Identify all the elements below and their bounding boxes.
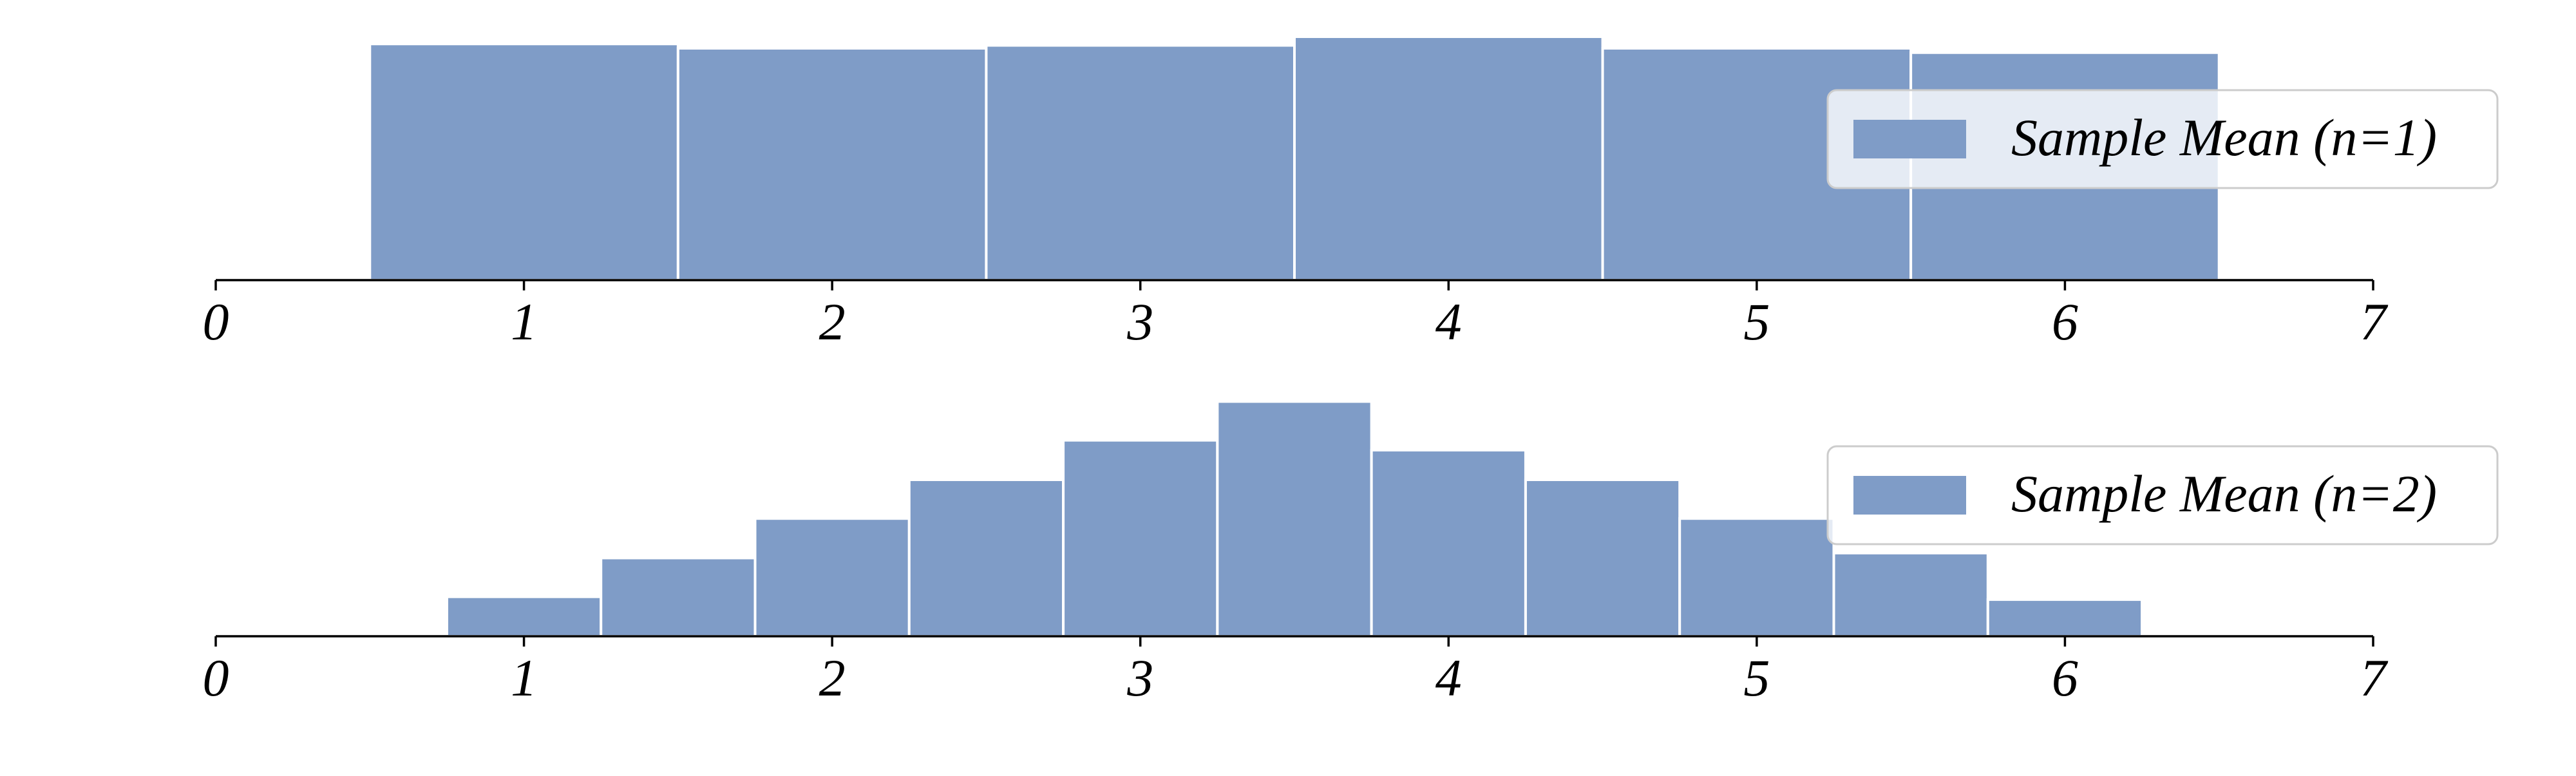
x-tick-label: 5 xyxy=(1743,648,1770,707)
histogram-bar xyxy=(445,595,603,638)
x-tick-label: 3 xyxy=(1126,648,1153,707)
histogram-bar xyxy=(1832,551,1989,638)
histogram-bar xyxy=(600,556,757,638)
legend-label: Sample Mean (n=1) xyxy=(2011,108,2437,167)
legend-box xyxy=(1826,445,2499,545)
histogram-bar xyxy=(1986,598,2144,638)
histogram-bar xyxy=(1216,400,1373,638)
histogram-bar xyxy=(1370,449,1527,638)
x-tick-label: 2 xyxy=(819,648,846,707)
legend-box xyxy=(1826,89,2499,189)
histogram-bar xyxy=(753,517,911,638)
histogram-bar xyxy=(1293,35,1604,281)
subplot-2: 0 1 2 3 4 5 6 7 Sample Mean (n=2) xyxy=(203,400,2499,707)
histogram-bar xyxy=(368,43,679,281)
x-tick-label: 7 xyxy=(2360,648,2389,707)
x-tick-label: 4 xyxy=(1435,648,1462,707)
x-tick-label: 6 xyxy=(2052,292,2078,351)
x-tick-label: 2 xyxy=(819,292,846,351)
x-tick-label: 1 xyxy=(511,648,537,707)
x-tick-label: 0 xyxy=(203,292,229,351)
histogram-bar xyxy=(1524,478,1681,638)
histogram-bar xyxy=(985,44,1296,281)
legend-label: Sample Mean (n=2) xyxy=(2011,464,2437,523)
histogram-bar xyxy=(1062,439,1219,638)
x-tick-label: 7 xyxy=(2360,292,2389,351)
x-tick-label: 0 xyxy=(203,648,229,707)
legend: Sample Mean (n=1) xyxy=(1826,89,2499,189)
legend-swatch xyxy=(1853,120,1966,158)
x-tick-label: 5 xyxy=(1743,292,1770,351)
x-tick-label: 1 xyxy=(511,292,537,351)
subplot-1: 0 1 2 3 4 5 6 7 Sample Mean (n=1) xyxy=(203,35,2499,351)
legend-swatch xyxy=(1853,476,1966,515)
legend: Sample Mean (n=2) xyxy=(1826,445,2499,545)
histogram-bar xyxy=(676,47,988,281)
x-tick-label: 3 xyxy=(1126,292,1153,351)
histogram-bar xyxy=(1678,517,1835,638)
x-tick-label: 4 xyxy=(1435,292,1462,351)
x-tick-label: 6 xyxy=(2052,648,2078,707)
histogram-bar xyxy=(907,478,1065,638)
